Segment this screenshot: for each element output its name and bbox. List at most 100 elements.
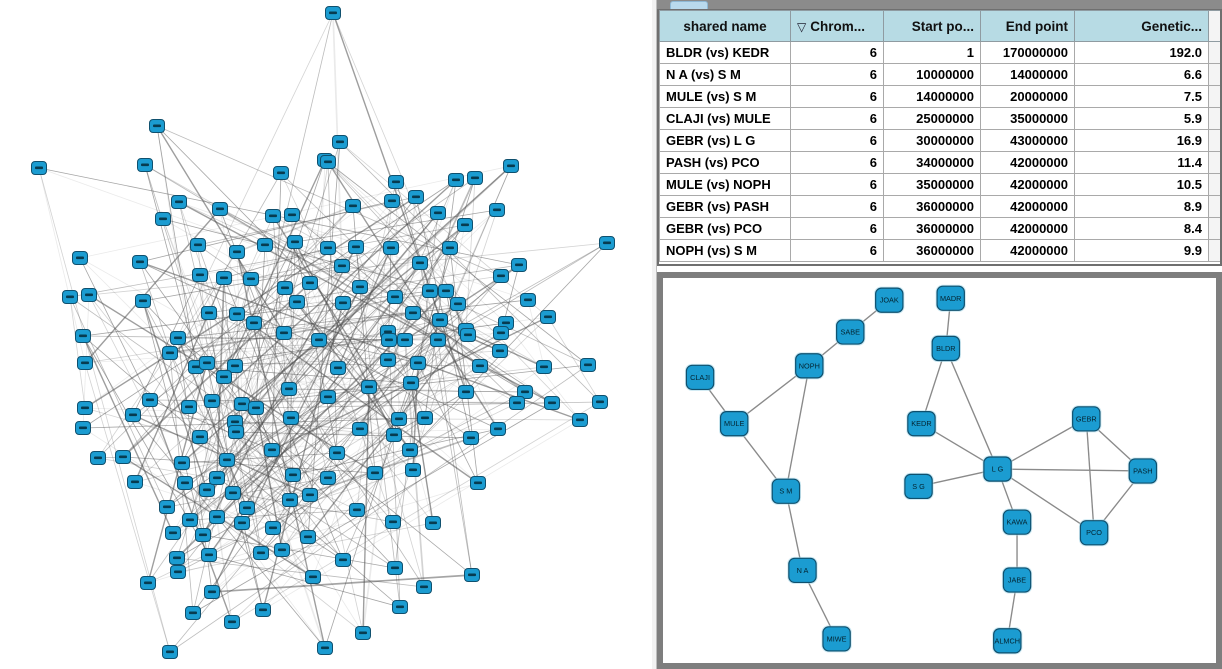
network-node[interactable] — [239, 501, 255, 515]
network-node[interactable] — [227, 359, 243, 373]
table-row[interactable]: MULE (vs) NOPH 6 35000000 42000000 10.5 — [659, 173, 1220, 196]
table-cell[interactable]: 6 — [790, 107, 884, 130]
column-header-4[interactable]: Genetic... — [1074, 10, 1209, 42]
network-node[interactable] — [142, 393, 158, 407]
table-cell[interactable]: 9.9 — [1074, 239, 1209, 262]
table-cell[interactable]: 36000000 — [883, 217, 981, 240]
table-cell[interactable]: PASH (vs) PCO — [659, 151, 791, 174]
network-node[interactable] — [125, 408, 141, 422]
network-node[interactable] — [212, 202, 228, 216]
network-node[interactable]: S G — [903, 472, 934, 500]
network-node[interactable] — [192, 268, 208, 282]
network-node[interactable] — [162, 645, 178, 659]
network-node[interactable] — [255, 603, 271, 617]
network-node[interactable] — [209, 471, 225, 485]
network-node[interactable] — [195, 528, 211, 542]
network-node[interactable] — [127, 475, 143, 489]
network-node[interactable] — [520, 293, 536, 307]
main-network-panel[interactable] — [0, 0, 652, 669]
network-node[interactable] — [417, 411, 433, 425]
network-node[interactable] — [77, 356, 93, 370]
table-cell[interactable]: 1 — [883, 41, 981, 64]
network-node[interactable] — [397, 333, 413, 347]
network-node[interactable] — [348, 240, 364, 254]
network-node[interactable] — [425, 516, 441, 530]
network-node[interactable] — [317, 641, 333, 655]
network-node[interactable]: JOAK — [874, 286, 905, 314]
network-node[interactable] — [140, 576, 156, 590]
table-row[interactable]: BLDR (vs) KEDR 6 1 170000000 192.0 — [659, 41, 1220, 64]
network-node[interactable] — [438, 284, 454, 298]
table-cell[interactable]: 5.9 — [1074, 107, 1209, 130]
network-node[interactable] — [492, 344, 508, 358]
network-node[interactable] — [225, 486, 241, 500]
filtered-network-panel[interactable]: JOAK MADR SABE NOPH BLDR CLAJI MULE KEDR GEBR L G… — [657, 272, 1222, 669]
network-node[interactable] — [305, 570, 321, 584]
network-node[interactable] — [330, 361, 346, 375]
network-node[interactable] — [229, 245, 245, 259]
network-node[interactable] — [273, 166, 289, 180]
table-row[interactable]: GEBR (vs) L G 6 30000000 43000000 16.9 — [659, 129, 1220, 152]
network-node[interactable]: KEDR — [906, 410, 937, 438]
column-header-1[interactable]: ▽ Chrom... — [790, 10, 884, 42]
network-node[interactable] — [422, 284, 438, 298]
network-node[interactable] — [386, 428, 402, 442]
network-node[interactable] — [284, 208, 300, 222]
network-node[interactable] — [228, 425, 244, 439]
network-node[interactable] — [392, 600, 408, 614]
network-node[interactable]: GEBR — [1071, 405, 1102, 433]
network-node[interactable] — [335, 553, 351, 567]
network-node[interactable] — [75, 329, 91, 343]
network-node[interactable] — [185, 606, 201, 620]
network-node[interactable]: CLAJI — [684, 363, 716, 391]
network-node[interactable] — [302, 488, 318, 502]
filter-icon[interactable]: ▽ — [797, 19, 807, 34]
table-cell[interactable]: 6 — [790, 217, 884, 240]
network-node[interactable]: S M — [770, 477, 802, 505]
network-node[interactable]: N A — [787, 556, 818, 584]
table-row[interactable]: NOPH (vs) S M 6 36000000 42000000 9.9 — [659, 239, 1220, 262]
network-node[interactable] — [457, 218, 473, 232]
network-node[interactable] — [287, 235, 303, 249]
network-node[interactable] — [493, 269, 509, 283]
network-node[interactable] — [410, 356, 426, 370]
network-edge[interactable] — [785, 365, 810, 492]
network-node[interactable] — [165, 526, 181, 540]
table-row[interactable]: MULE (vs) S M 6 14000000 20000000 7.5 — [659, 85, 1220, 108]
network-node[interactable] — [300, 530, 316, 544]
table-cell[interactable]: 6 — [790, 151, 884, 174]
table-row[interactable]: GEBR (vs) PASH 6 36000000 42000000 8.9 — [659, 195, 1220, 218]
table-cell[interactable]: 42000000 — [980, 195, 1075, 218]
table-cell[interactable]: 35000000 — [883, 173, 981, 196]
network-node[interactable] — [265, 209, 281, 223]
network-node[interactable] — [544, 396, 560, 410]
network-node[interactable] — [416, 580, 432, 594]
network-node[interactable]: PASH — [1127, 457, 1158, 485]
network-node[interactable] — [149, 119, 165, 133]
network-node[interactable] — [383, 241, 399, 255]
network-node[interactable] — [246, 316, 262, 330]
table-cell[interactable]: GEBR (vs) PCO — [659, 217, 791, 240]
network-node[interactable] — [472, 359, 488, 373]
table-cell[interactable]: N A (vs) S M — [659, 63, 791, 86]
network-node[interactable] — [470, 476, 486, 490]
network-node[interactable] — [302, 276, 318, 290]
table-cell[interactable]: 6 — [790, 63, 884, 86]
network-node[interactable] — [216, 370, 232, 384]
network-node[interactable] — [320, 155, 336, 169]
network-node[interactable]: MIWE — [821, 625, 852, 653]
panel-splitter[interactable] — [652, 0, 657, 669]
table-cell[interactable]: 42000000 — [980, 239, 1075, 262]
network-node[interactable] — [320, 390, 336, 404]
network-node[interactable] — [62, 290, 78, 304]
network-node[interactable] — [199, 356, 215, 370]
table-cell[interactable]: GEBR (vs) PASH — [659, 195, 791, 218]
column-header-3[interactable]: End point — [980, 10, 1075, 42]
network-node[interactable] — [509, 396, 525, 410]
network-node[interactable] — [311, 333, 327, 347]
network-node[interactable] — [352, 422, 368, 436]
network-node[interactable] — [169, 551, 185, 565]
network-node[interactable] — [216, 271, 232, 285]
network-node[interactable]: ALMCH — [992, 627, 1023, 655]
network-node[interactable] — [248, 401, 264, 415]
